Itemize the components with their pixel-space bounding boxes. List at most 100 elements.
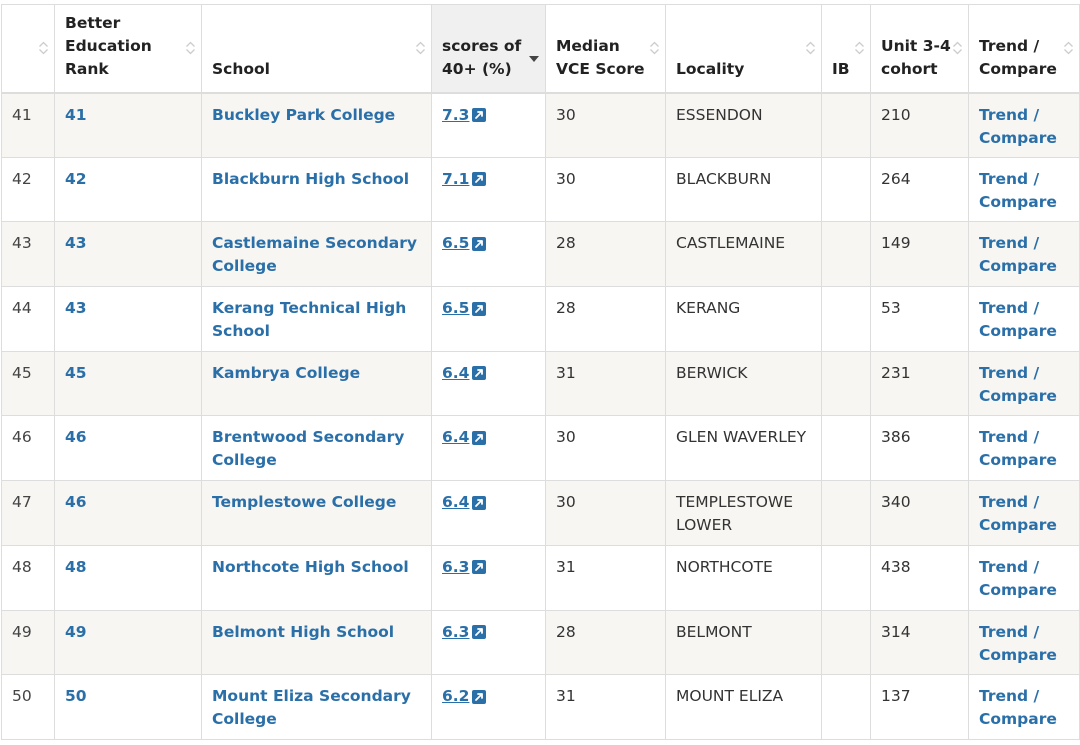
rank-link[interactable]: 50 xyxy=(65,687,87,706)
cohort-size: 210 xyxy=(881,105,911,124)
trend-compare-link[interactable]: Trend / Compare xyxy=(979,234,1057,276)
cell-median: 31 xyxy=(545,544,666,611)
school-link[interactable]: Blackburn High School xyxy=(212,169,410,188)
col-header-locality[interactable]: Locality xyxy=(665,4,822,94)
rank-link[interactable]: 46 xyxy=(65,493,87,512)
rank-link[interactable]: 46 xyxy=(65,428,87,447)
school-link[interactable]: Kerang Technical High School xyxy=(212,299,407,341)
rank-link[interactable]: 45 xyxy=(65,363,87,382)
school-link[interactable]: Belmont High School xyxy=(212,622,395,641)
trend-compare-link[interactable]: Trend / Compare xyxy=(979,622,1057,664)
sort-both-icon xyxy=(415,41,426,55)
cell-trend: Trend / Compare xyxy=(968,350,1080,417)
table-row: 49 49 Belmont High School 6.3 28 BELMONT… xyxy=(1,609,1080,676)
sort-both-icon xyxy=(38,41,49,55)
col-header-median[interactable]: Median VCE Score xyxy=(545,4,666,94)
school-link[interactable]: Templestowe College xyxy=(212,493,397,512)
school-link[interactable]: Brentwood Secondary College xyxy=(212,428,405,470)
score-link[interactable]: 6.2 xyxy=(442,685,487,708)
row-number: 48 xyxy=(12,557,32,576)
score-value: 7.1 xyxy=(442,169,470,188)
cell-scores: 6.3 xyxy=(431,544,546,611)
trend-compare-link[interactable]: Trend / Compare xyxy=(979,105,1057,147)
col-header-scores[interactable]: scores of 40+ (%) xyxy=(431,4,546,94)
cell-locality: BELMONT xyxy=(665,609,822,676)
cell-scores: 7.1 xyxy=(431,156,546,223)
school-link[interactable]: Northcote High School xyxy=(212,557,409,576)
score-link[interactable]: 6.4 xyxy=(442,491,487,514)
trend-compare-link[interactable]: Trend / Compare xyxy=(979,557,1057,599)
cell-school: Castlemaine Secondary College xyxy=(201,221,432,288)
rank-link[interactable]: 43 xyxy=(65,234,87,253)
trend-compare-link[interactable]: Trend / Compare xyxy=(979,169,1057,211)
locality-name: KERANG xyxy=(676,299,741,318)
cell-trend: Trend / Compare xyxy=(968,92,1080,158)
col-header-trend-label: Trend / Compare xyxy=(979,36,1057,78)
score-link[interactable]: 6.3 xyxy=(442,621,487,644)
cell-median: 28 xyxy=(545,221,666,288)
cell-school: Brentwood Secondary College xyxy=(201,415,432,482)
locality-name: BERWICK xyxy=(676,363,748,382)
cell-cohort: 53 xyxy=(870,286,969,352)
cell-index: 41 xyxy=(1,92,55,158)
trend-compare-link[interactable]: Trend / Compare xyxy=(979,299,1057,341)
cell-rank: 43 xyxy=(54,221,202,288)
trend-compare-link[interactable]: Trend / Compare xyxy=(979,687,1057,729)
score-link[interactable]: 6.4 xyxy=(442,426,487,449)
row-number: 45 xyxy=(12,363,32,382)
col-header-ib[interactable]: IB xyxy=(821,4,871,94)
cell-ib xyxy=(821,286,871,352)
locality-name: BELMONT xyxy=(676,622,752,641)
rank-link[interactable]: 43 xyxy=(65,299,87,318)
school-link[interactable]: Buckley Park College xyxy=(212,105,396,124)
sort-both-icon xyxy=(1063,41,1074,55)
cell-locality: TEMPLESTOWE LOWER xyxy=(665,480,822,546)
table-row: 45 45 Kambrya College 6.4 31 BERWICK 231… xyxy=(1,350,1080,417)
score-link[interactable]: 6.5 xyxy=(442,297,487,320)
score-link[interactable]: 6.5 xyxy=(442,232,487,255)
col-header-trend[interactable]: Trend / Compare xyxy=(968,4,1080,94)
cell-index: 42 xyxy=(1,156,55,223)
rank-link[interactable]: 42 xyxy=(65,169,87,188)
row-number: 43 xyxy=(12,234,32,253)
cell-median: 30 xyxy=(545,415,666,482)
sort-both-icon xyxy=(185,41,196,55)
col-header-index[interactable] xyxy=(1,4,55,94)
rank-link[interactable]: 41 xyxy=(65,105,87,124)
cell-rank: 42 xyxy=(54,156,202,223)
col-header-school[interactable]: School xyxy=(201,4,432,94)
col-header-ib-label: IB xyxy=(832,59,850,78)
col-header-rank[interactable]: Better Education Rank xyxy=(54,4,202,94)
cell-median: 31 xyxy=(545,350,666,417)
school-link[interactable]: Mount Eliza Secondary College xyxy=(212,687,411,729)
trend-compare-link[interactable]: Trend / Compare xyxy=(979,363,1057,405)
cell-rank: 43 xyxy=(54,286,202,352)
rank-link[interactable]: 49 xyxy=(65,622,87,641)
rank-link[interactable]: 48 xyxy=(65,557,87,576)
cell-school: Kambrya College xyxy=(201,350,432,417)
col-header-cohort[interactable]: Unit 3-4 cohort xyxy=(870,4,969,94)
school-link[interactable]: Castlemaine Secondary College xyxy=(212,234,418,276)
locality-name: GLEN WAVERLEY xyxy=(676,428,807,447)
cell-school: Buckley Park College xyxy=(201,92,432,158)
score-link[interactable]: 6.4 xyxy=(442,362,487,385)
cell-school: Mount Eliza Secondary College xyxy=(201,674,432,740)
cell-ib xyxy=(821,415,871,482)
locality-name: NORTHCOTE xyxy=(676,557,773,576)
cell-trend: Trend / Compare xyxy=(968,286,1080,352)
score-link[interactable]: 7.1 xyxy=(442,168,487,191)
median-score: 30 xyxy=(556,105,576,124)
score-link[interactable]: 6.3 xyxy=(442,556,487,579)
cell-cohort: 231 xyxy=(870,350,969,417)
trend-compare-link[interactable]: Trend / Compare xyxy=(979,493,1057,535)
table-row: 44 43 Kerang Technical High School 6.5 2… xyxy=(1,286,1080,352)
cell-cohort: 149 xyxy=(870,221,969,288)
trend-compare-link[interactable]: Trend / Compare xyxy=(979,428,1057,470)
external-link-icon xyxy=(472,366,487,381)
cell-trend: Trend / Compare xyxy=(968,480,1080,546)
score-link[interactable]: 7.3 xyxy=(442,104,487,127)
cell-cohort: 137 xyxy=(870,674,969,740)
median-score: 28 xyxy=(556,234,576,253)
school-link[interactable]: Kambrya College xyxy=(212,363,361,382)
row-number: 46 xyxy=(12,428,32,447)
